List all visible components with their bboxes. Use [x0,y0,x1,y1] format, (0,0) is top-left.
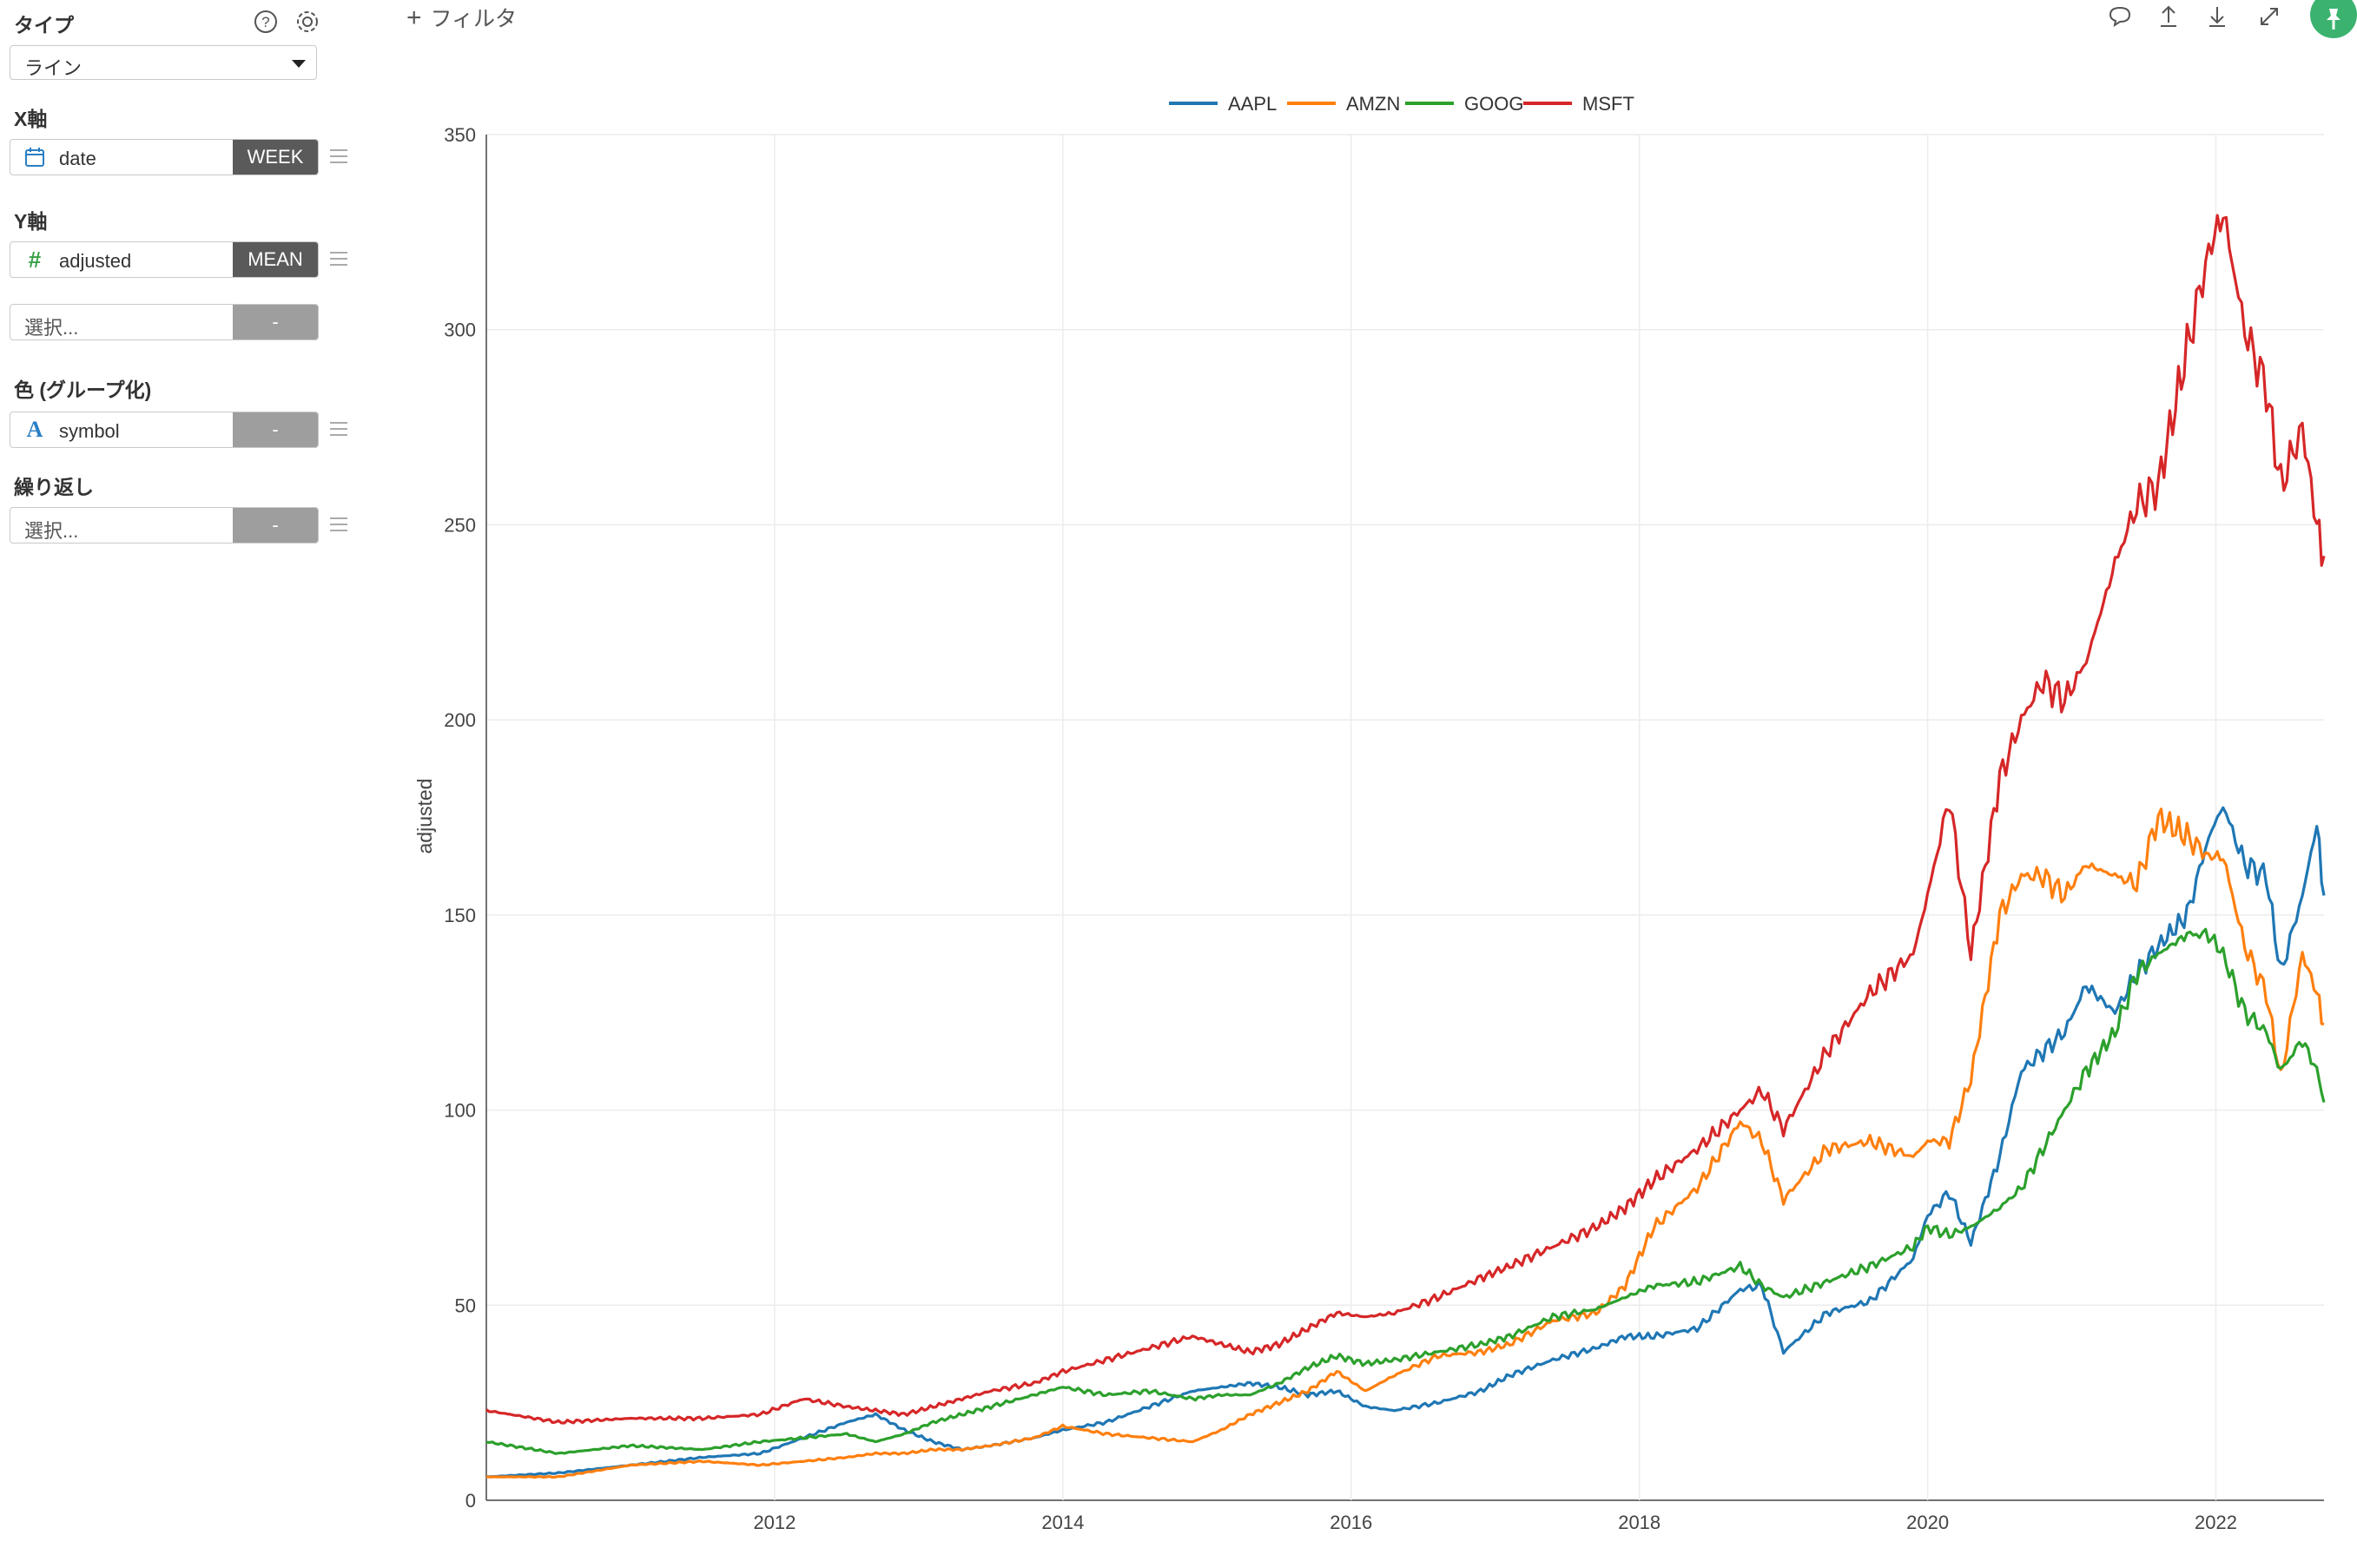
drag-handle-icon[interactable] [330,149,347,163]
y-tick-label: 300 [444,320,476,341]
x-tick-label: 2022 [2195,1512,2237,1533]
x-tick-label: 2014 [1041,1512,1084,1533]
comment-icon[interactable] [2107,3,2133,30]
calendar-icon [25,148,44,167]
upload-icon[interactable] [2156,3,2182,30]
y2-placeholder: 選択... [24,317,79,339]
help-circle-icon[interactable]: ? [252,8,280,36]
legend-label-goog[interactable]: GOOG [1464,93,1523,115]
series-line-amzn[interactable] [485,807,2325,1479]
x-field-name: date [59,148,96,169]
text-a-icon: A [26,417,43,442]
y-tick-label: 200 [444,709,476,731]
y-tick-label: 150 [444,905,476,926]
filter-label: フィルタ [430,7,518,31]
hash-icon: # [28,247,42,273]
y-axis-title: adjusted [413,779,436,854]
color-field-name: symbol [59,420,120,442]
y-agg-button[interactable]: MEAN [233,242,318,277]
x-tick-label: 2012 [753,1512,796,1533]
repeat-field[interactable]: 選択... - [10,507,319,544]
x-agg-button[interactable]: WEEK [233,140,318,175]
y-field-name: adjusted [59,250,132,272]
chart-config-panel: タイプ ? ライン X軸 date WEEK Y軸 # adjusted MEA… [0,0,365,1568]
series-line-goog[interactable] [485,927,2326,1455]
color-agg-button[interactable]: - [233,412,318,447]
y-tick-label: 50 [455,1295,476,1316]
y-axis-label: Y軸 [14,210,48,233]
x-axis-field[interactable]: date WEEK [10,139,319,175]
chart-type-value: ライン [24,57,83,79]
repeat-label: 繰り返し [14,476,94,498]
chart-ticks: 0 50 100 150 200 250 300 350 2012 2014 2016 2018 202… [444,124,2237,1533]
plus-icon: + [406,3,422,32]
x-tick-label: 2018 [1618,1512,1660,1533]
series-line-msft[interactable] [485,214,2326,1425]
add-filter-button[interactable]: + フィルタ [406,2,517,33]
y-tick-label: 250 [444,514,476,536]
y-tick-label: 350 [444,124,476,146]
pin-button[interactable] [2310,0,2357,38]
y2-axis-field[interactable]: 選択... - [10,304,319,340]
gear-icon[interactable] [294,8,321,36]
expand-icon[interactable] [2256,3,2282,30]
drag-handle-icon[interactable] [330,422,347,436]
download-icon[interactable] [2204,3,2230,30]
legend-label-msft[interactable]: MSFT [1582,93,1634,115]
y-tick-label: 0 [465,1490,476,1512]
x-tick-label: 2020 [1906,1512,1949,1533]
chevron-down-icon [292,60,306,68]
repeat-placeholder: 選択... [24,520,79,542]
chart-legend[interactable]: AAPL AMZN GOOG MSFT [1169,93,1634,115]
drag-handle-icon[interactable] [330,252,347,266]
chart-type-select[interactable]: ライン [10,45,317,80]
repeat-agg-button[interactable]: - [233,508,318,543]
chart-grid [485,134,2324,1501]
legend-label-amzn[interactable]: AMZN [1346,93,1400,115]
pin-icon [2327,9,2340,30]
legend-label-aapl[interactable]: AAPL [1228,93,1277,115]
color-group-label: 色 (グループ化) [14,379,152,401]
color-field[interactable]: A symbol - [10,412,319,448]
svg-text:?: ? [261,14,269,30]
series-line-aapl[interactable] [486,806,2326,1479]
x-axis-label: X軸 [14,108,48,130]
drag-handle-icon[interactable] [330,517,347,531]
chart-series [485,214,2326,1479]
x-tick-label: 2016 [1330,1512,1372,1533]
y-tick-label: 100 [444,1100,476,1122]
y2-agg-button[interactable]: - [233,305,318,339]
type-label: タイプ [14,14,74,36]
y-axis-field[interactable]: # adjusted MEAN [10,241,319,278]
